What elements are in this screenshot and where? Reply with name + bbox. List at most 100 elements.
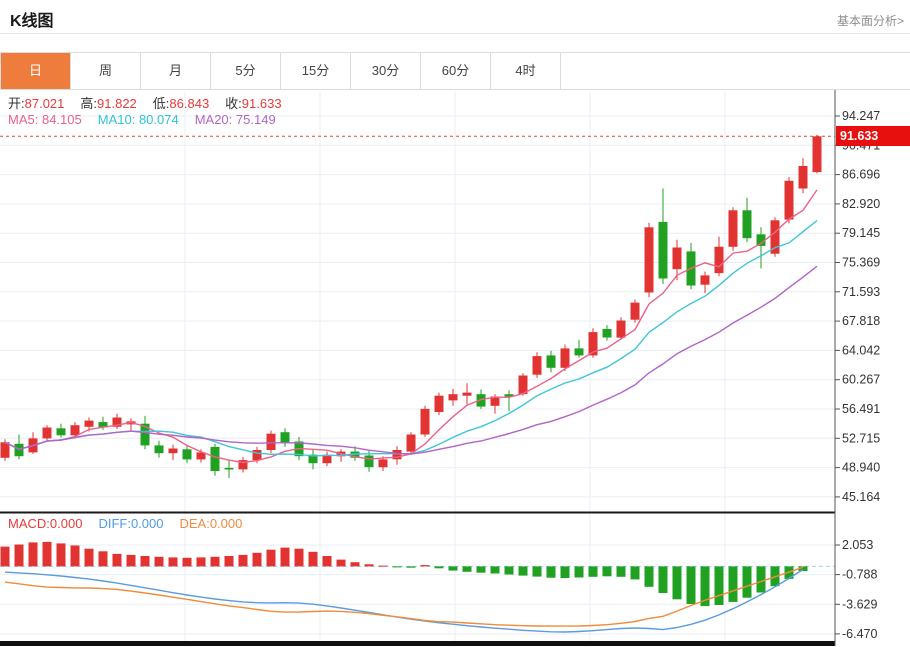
candle-body (420, 408, 430, 435)
candle-body (154, 445, 164, 454)
ohlc-readout: 开:87.021 高:91.822 低:86.843 收:91.633 (8, 93, 298, 112)
macd-bar (98, 551, 108, 567)
price-tick-label: 48.940 (842, 461, 880, 475)
macd-bar (28, 542, 38, 567)
tab-interval-4[interactable]: 15分 (281, 53, 351, 89)
candle-body (644, 227, 654, 293)
macd-bar (728, 566, 738, 602)
candle-body (448, 394, 458, 401)
candle-body (140, 423, 150, 446)
candle-body (630, 302, 640, 320)
macd-bar (742, 566, 752, 598)
diff-line (4, 568, 804, 633)
diff-label: DIFF: (98, 516, 131, 531)
price-tick-label: 82.920 (842, 197, 880, 211)
macd-bar (336, 559, 346, 567)
pane-separator (0, 511, 835, 514)
fundamental-analysis-link[interactable]: 基本面分析> (836, 14, 904, 28)
price-tick-label: 75.369 (842, 256, 880, 270)
macd-bar (616, 566, 626, 577)
macd-bar (560, 566, 570, 579)
candle-body (784, 180, 794, 220)
candle-body (518, 375, 528, 395)
macd-bar (210, 556, 220, 567)
price-tick-label: 86.696 (842, 168, 880, 182)
chart-scrollbar[interactable] (0, 641, 835, 646)
price-tick-label: 64.042 (842, 343, 880, 357)
candle-body (266, 433, 276, 450)
candle-body (728, 210, 738, 247)
macd-bar (672, 566, 682, 600)
close-label: 收: (225, 96, 242, 111)
macd-bar (658, 566, 668, 593)
candle-body (532, 356, 542, 375)
macd-bar (42, 541, 52, 567)
price-tick-label: 71.593 (842, 285, 880, 299)
macd-bar (630, 566, 640, 580)
tab-interval-7[interactable]: 4时 (491, 53, 561, 89)
macd-tick-label: -6.470 (842, 627, 877, 641)
macd-value: 0.000 (49, 516, 83, 531)
tab-interval-6[interactable]: 60分 (421, 53, 491, 89)
macd-bar (462, 566, 472, 572)
candle-body (742, 210, 752, 239)
candle-body (504, 394, 514, 397)
candle-body (406, 434, 416, 452)
candle-body (280, 432, 290, 444)
macd-bar (756, 566, 766, 593)
candle-body (0, 442, 10, 458)
macd-bar (588, 566, 598, 577)
candle-body (322, 454, 332, 464)
ma20-label: MA20: (194, 112, 233, 127)
macd-bar (14, 544, 24, 567)
tab-interval-2[interactable]: 月 (141, 53, 211, 89)
price-tick-label: 52.715 (842, 431, 880, 445)
tab-interval-3[interactable]: 5分 (211, 53, 281, 89)
macd-bar (504, 566, 514, 575)
candle-body (252, 450, 262, 461)
price-tick-label: 67.818 (842, 314, 880, 328)
candle-body (770, 220, 780, 254)
candle-body (98, 422, 108, 428)
price-tick-label: 79.145 (842, 226, 880, 240)
tab-interval-0[interactable]: 日 (1, 53, 71, 89)
current-price-badge: 91.633 (836, 126, 910, 146)
candle-body (756, 234, 766, 246)
candle-body (798, 166, 808, 189)
widget-header: K线图 基本面分析> (0, 0, 910, 34)
ma20-value: 75.149 (235, 112, 276, 127)
candle-body (588, 332, 598, 356)
tab-interval-5[interactable]: 30分 (351, 53, 421, 89)
macd-bar (490, 566, 500, 574)
candle-body (168, 448, 178, 454)
macd-bar (238, 554, 248, 567)
ma10-value: 80.074 (138, 112, 179, 127)
macd-bar (126, 554, 136, 567)
price-tick-label: 60.267 (842, 373, 880, 387)
interval-tabbar: 日周月 5分 15分 30分 60分 4时 (0, 52, 910, 90)
macd-bar (70, 545, 80, 567)
candle-body (56, 428, 66, 436)
macd-bar (602, 566, 612, 577)
dea-value: 0.000 (209, 516, 243, 531)
macd-bar (420, 565, 430, 567)
macd-bar (140, 556, 150, 567)
tab-interval-1[interactable]: 周 (71, 53, 141, 89)
candle-body (574, 348, 584, 356)
high-label: 高: (80, 96, 98, 111)
macd-bar (518, 566, 528, 576)
macd-bar (308, 551, 318, 567)
candle-body (476, 394, 486, 407)
candle-body (224, 467, 234, 470)
candle-body (490, 396, 500, 406)
dea-line (4, 566, 804, 627)
low-label: 低: (152, 96, 170, 111)
macd-bar (252, 552, 262, 567)
macd-bar (644, 566, 654, 587)
ma-readout: MA5: 84.105 MA10: 80.074 MA20: 75.149 (8, 112, 292, 127)
candle-body (196, 452, 206, 460)
diff-value: 0.000 (130, 516, 164, 531)
candle-body (616, 320, 626, 338)
candle-body (658, 221, 668, 279)
